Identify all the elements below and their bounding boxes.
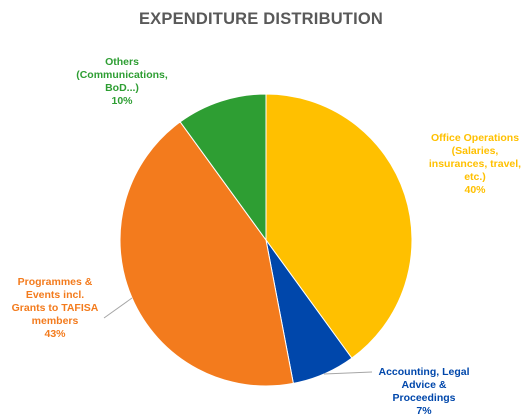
slice-label-line: insurances, travel, bbox=[428, 158, 522, 170]
slice-label-line: Programmes & bbox=[17, 276, 93, 288]
slice-label-line: Accounting, Legal bbox=[378, 366, 470, 378]
slice-value-label: 7% bbox=[416, 405, 432, 417]
slice-label-line: Office Operations bbox=[430, 132, 520, 144]
pie-slice-programmes-events bbox=[119, 121, 294, 387]
slice-label-line: Grants to TAFISA bbox=[11, 302, 99, 314]
chart-title: EXPENDITURE DISTRIBUTION bbox=[138, 10, 384, 28]
slice-value-label: 10% bbox=[111, 95, 133, 107]
slice-label-line: Advice & bbox=[401, 379, 447, 391]
leader-lines-layer bbox=[103, 297, 373, 375]
slices-layer bbox=[119, 93, 413, 387]
slice-label-others: Others (Communications, BoD...) 10% bbox=[70, 56, 174, 108]
leader-line-programmes-events bbox=[103, 297, 133, 319]
slice-label-line: etc.) bbox=[464, 171, 486, 183]
slice-label-line: Events incl. bbox=[25, 289, 85, 301]
slice-label-line: BoD...) bbox=[105, 82, 139, 94]
slice-value-label: 43% bbox=[44, 328, 66, 340]
slice-value-label: 40% bbox=[464, 184, 486, 196]
slice-label-line: Proceedings bbox=[392, 392, 456, 404]
slice-label-accounting-legal: Accounting, Legal Advice & Proceedings 7… bbox=[368, 366, 480, 418]
slice-label-line: Others bbox=[105, 56, 139, 68]
slice-label-line: (Salaries, bbox=[451, 145, 499, 157]
pie-slice-others bbox=[179, 93, 267, 242]
slice-label-line: (Communications, bbox=[76, 69, 168, 81]
leader-line-accounting-legal bbox=[323, 371, 373, 375]
pie-slice-office-operations bbox=[265, 93, 413, 359]
slice-label-office-operations: Office Operations (Salaries, insurances,… bbox=[426, 132, 522, 197]
slice-label-line: members bbox=[31, 315, 79, 327]
slice-label-programmes-events: Programmes & Events incl. Grants to TAFI… bbox=[6, 276, 104, 341]
